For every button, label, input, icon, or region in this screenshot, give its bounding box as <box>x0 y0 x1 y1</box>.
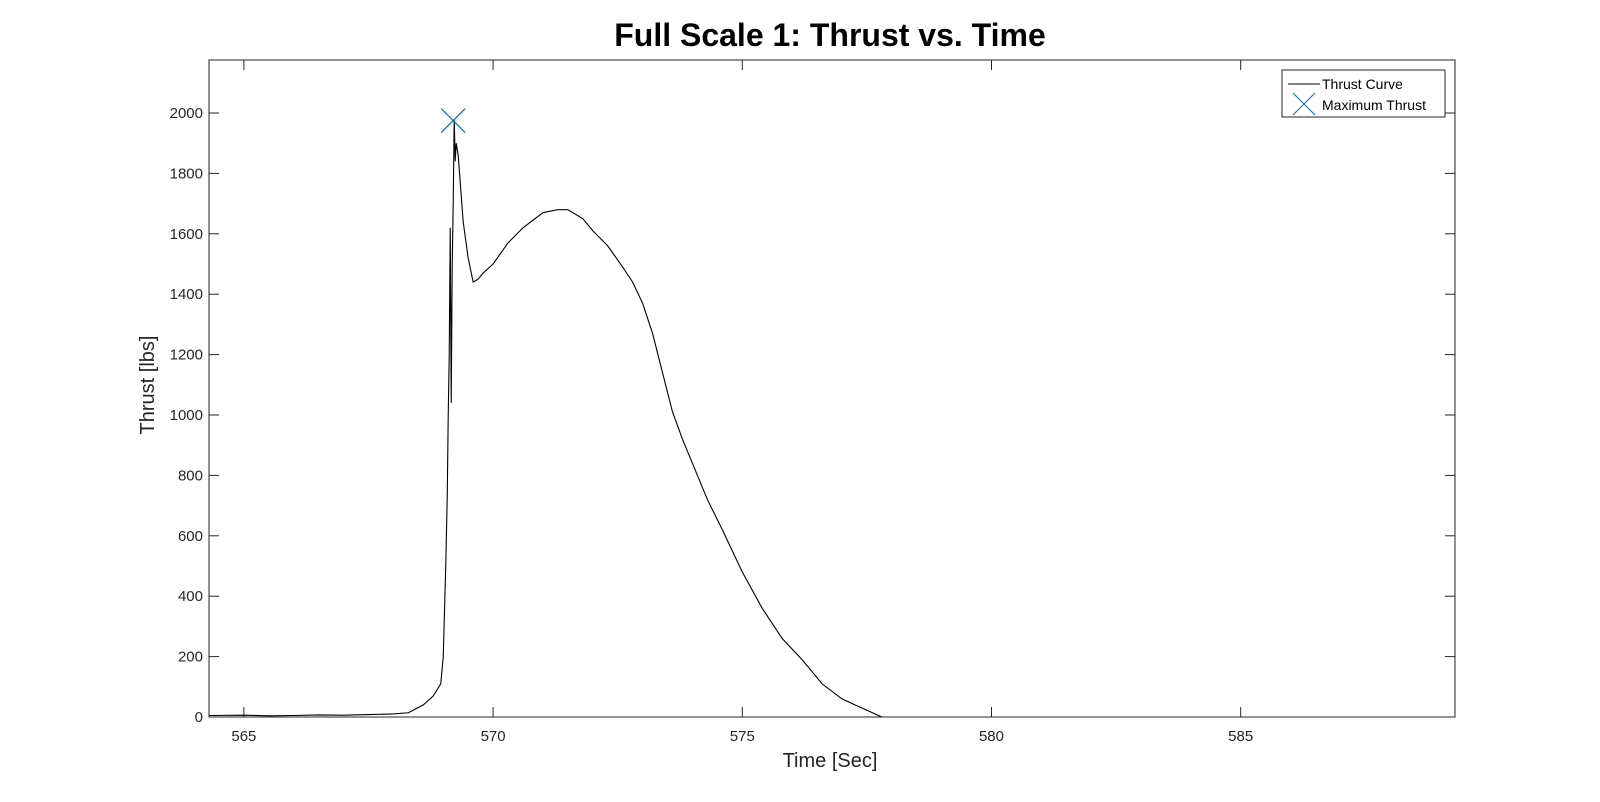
maximum-thrust-marker <box>440 108 466 133</box>
y-tick-label: 1000 <box>170 407 203 424</box>
axes-box <box>208 59 1456 718</box>
y-axis-label: Thrust [lbs] <box>137 336 159 435</box>
legend-entry-maximum-thrust: Maximum Thrust <box>1322 97 1426 113</box>
thrust-curve-line <box>208 119 883 718</box>
legend: Thrust Curve Maximum Thrust <box>1281 69 1446 118</box>
x-tick-label: 580 <box>979 728 1004 745</box>
x-tick-label: 565 <box>231 728 256 745</box>
x-tick-label: 575 <box>730 728 755 745</box>
y-tick-label: 1200 <box>170 347 203 364</box>
legend-entry-thrust-curve: Thrust Curve <box>1322 76 1403 92</box>
legend-x-marker-icon <box>1292 92 1316 116</box>
chart-title: Full Scale 1: Thrust vs. Time <box>614 17 1046 53</box>
y-tick-label: 800 <box>178 467 203 484</box>
y-tick-label: 200 <box>178 649 203 666</box>
y-tick-label: 1400 <box>170 286 203 303</box>
y-tick-label: 1800 <box>170 165 203 182</box>
x-axis-label: Time [Sec] <box>783 750 878 772</box>
x-tick-label: 585 <box>1228 728 1253 745</box>
y-tick-label: 400 <box>178 588 203 605</box>
y-tick-label: 1600 <box>170 226 203 243</box>
y-tick-label: 2000 <box>170 105 203 122</box>
x-tick-label: 570 <box>481 728 506 745</box>
y-tick-label: 0 <box>195 709 203 726</box>
y-tick-label: 600 <box>178 528 203 545</box>
plot-area: 565 570 575 580 585 0 200 400 600 800 1000 1200 1400… <box>170 59 1456 745</box>
